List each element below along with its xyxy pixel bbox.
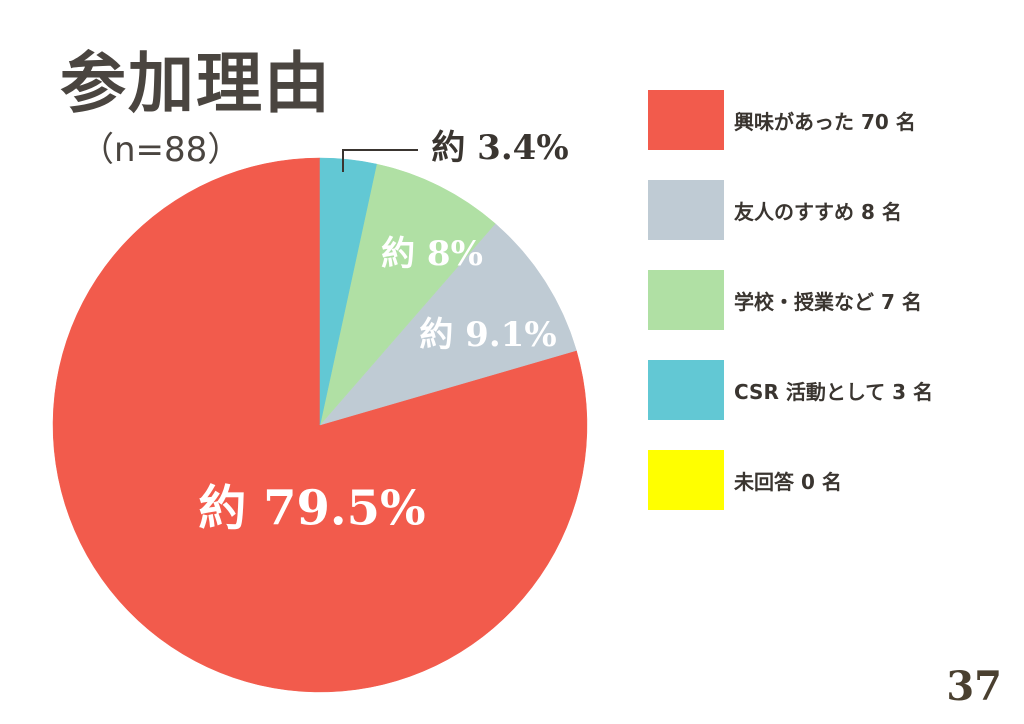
legend-item: 未回答 0 名 bbox=[648, 450, 933, 510]
page-number: 37 bbox=[946, 663, 1002, 710]
legend-swatch-csr bbox=[648, 360, 724, 420]
sample-size-label: （n=88） bbox=[80, 130, 242, 170]
legend-item: 友人のすすめ 8 名 bbox=[648, 180, 933, 240]
slice-value-label-1: 約 9.1% bbox=[419, 315, 556, 355]
pie-slice-3 bbox=[319, 157, 377, 426]
legend-swatch-interest bbox=[648, 90, 724, 150]
legend-item: 興味があった 70 名 bbox=[648, 90, 933, 150]
legend-swatch-no-answer bbox=[648, 450, 724, 510]
leader-line bbox=[342, 149, 418, 172]
chart-title: 参加理由 bbox=[60, 45, 332, 122]
legend-swatch-friend bbox=[648, 180, 724, 240]
legend-swatch-school bbox=[648, 270, 724, 330]
legend-label-friend: 友人のすすめ 8 名 bbox=[734, 199, 902, 224]
pie-slice-2 bbox=[319, 163, 496, 426]
legend: 興味があった 70 名 友人のすすめ 8 名 学校・授業など 7 名 CSR 活… bbox=[648, 90, 933, 540]
slice-value-label-3: 約 3.4% bbox=[431, 128, 568, 168]
legend-label-no-answer: 未回答 0 名 bbox=[734, 469, 842, 494]
slice-value-label-2: 約 8% bbox=[381, 234, 483, 274]
legend-label-csr: CSR 活動として 3 名 bbox=[734, 379, 934, 404]
slice-value-label-0: 約 79.5% bbox=[198, 481, 425, 537]
legend-item: CSR 活動として 3 名 bbox=[648, 360, 933, 420]
pie-slice-1 bbox=[319, 223, 577, 426]
legend-label-school: 学校・授業など 7 名 bbox=[734, 289, 922, 314]
legend-item: 学校・授業など 7 名 bbox=[648, 270, 933, 330]
legend-label-interest: 興味があった 70 名 bbox=[734, 109, 916, 134]
